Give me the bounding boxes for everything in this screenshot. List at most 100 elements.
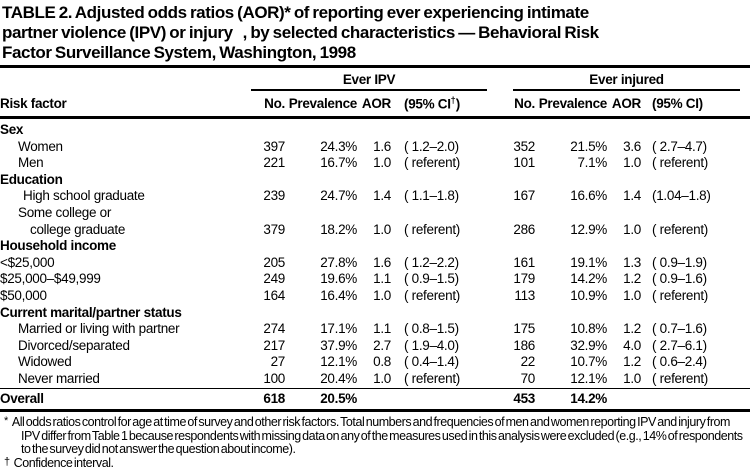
cell-inj-prevalence: 12.9%: [570, 221, 608, 237]
table-row-under-25000: <$25,000 205 27.8% 1.6 ( 1.2–2.2) 161 19…: [0, 255, 750, 272]
cell-ipv-prevalence: 16.7%: [320, 155, 357, 171]
table-row-widowed: Widowed 27 12.1% 0.8 ( 0.4–1.4) 22 10.7%…: [0, 354, 750, 371]
cell-inj-no: 167: [513, 188, 536, 204]
cell-ipv-no: 164: [263, 287, 285, 303]
cell-inj-no: 286: [513, 221, 536, 237]
cell-ipv-aor: 1.0: [373, 287, 391, 303]
footnote-text: Confidence interval.: [13, 455, 114, 470]
ci-label-close: ): [455, 96, 461, 112]
cell-inj-aor: [607, 387, 642, 412]
group-header-ever-ipv-cell: Ever IPV: [245, 71, 489, 91]
cell-inj-ci: ( referent): [652, 287, 708, 303]
section-row-household-income: Household income: [0, 238, 750, 255]
aor-table: Ever IPV Ever injured Risk factor No. Pr…: [0, 71, 750, 412]
table-row-25000-49999: $25,000–$49,999 249 19.6% 1.1 ( 0.9–1.5)…: [0, 271, 750, 288]
cell-inj-ci: (1.04–1.8): [652, 188, 711, 204]
table-title-line-1: TABLE 2. Adjusted odds ratios (AOR)* of …: [2, 3, 589, 22]
cell-ipv-no: 205: [263, 254, 285, 270]
section-label: Household income: [0, 238, 116, 254]
cell-inj-ci: ( 0.6–2.4): [652, 354, 707, 370]
cell-ipv-no: 100: [263, 370, 285, 386]
cell-ipv-prevalence: 18.2%: [320, 221, 357, 237]
cell-ipv-aor: 1.6: [373, 138, 391, 154]
cell-ipv-prevalence: 20.4%: [320, 370, 357, 386]
cell-ipv-aor: 1.1: [373, 271, 391, 287]
cell-inj-aor: 1.0: [623, 221, 642, 237]
cell-inj-no: 161: [513, 254, 536, 270]
column-header-ipv-prevalence: Prevalence: [285, 91, 357, 119]
cell-ipv-ci: ( referent): [404, 370, 460, 386]
column-header-ipv-no: No.: [245, 91, 285, 119]
table-row-women: Women 397 24.3% 1.6 ( 1.2–2.0) 352 21.5%…: [0, 139, 750, 156]
cell-ipv-no: 379: [263, 221, 285, 237]
cell-ipv-ci: ( referent): [404, 221, 460, 237]
column-header-ipv-aor: AOR: [357, 91, 391, 119]
footnotes: * All odds ratios control for age at time…: [0, 412, 750, 471]
cell-inj-no: 352: [513, 138, 536, 154]
cell-ipv-prevalence: 27.8%: [320, 254, 357, 270]
cell-inj-no: 101: [513, 155, 536, 171]
cell-ipv-ci: ( 0.9–1.5): [404, 271, 459, 287]
cell-ipv-no: 618: [245, 387, 285, 412]
cell-inj-ci: ( referent): [652, 370, 708, 386]
section-row-sex: Sex: [0, 118, 750, 139]
row-label: Widowed: [18, 354, 72, 370]
cell-inj-ci: ( 2.7–6.1): [652, 337, 707, 353]
row-label: Overall: [0, 387, 245, 412]
column-header-inj-aor: AOR: [607, 91, 641, 119]
row-label: Men: [18, 155, 44, 171]
cell-ipv-aor: [357, 387, 391, 412]
cell-ipv-aor: 2.7: [373, 337, 391, 353]
table-title: TABLE 2. Adjusted odds ratios (AOR)* of …: [0, 0, 750, 63]
cell-ipv-prevalence: 37.9%: [320, 337, 357, 353]
column-group-header-row: Ever IPV Ever injured: [0, 71, 750, 91]
cell-inj-no: 70: [520, 370, 536, 386]
footnote-dagger: † Confidence interval.: [2, 455, 748, 471]
group-header-ever-ipv: Ever IPV: [251, 72, 488, 91]
section-label: Education: [0, 171, 63, 187]
cell-inj-ci: ( 2.7–4.7): [652, 138, 707, 154]
cell-inj-prevalence: 10.9%: [570, 287, 608, 303]
column-header-inj-no: No.: [489, 91, 535, 119]
cell-inj-prevalence: 32.9%: [570, 337, 608, 353]
cell-ipv-ci: ( 1.2–2.0): [404, 138, 459, 154]
cell-ipv-ci: [391, 387, 490, 412]
cell-inj-prevalence: 7.1%: [577, 155, 608, 171]
cell-ipv-aor: 1.4: [373, 188, 391, 204]
cell-inj-prevalence: 14.2%: [570, 271, 608, 287]
group-header-ever-injured-cell: Ever injured: [489, 71, 750, 91]
cell-ipv-ci: ( 0.8–1.5): [404, 321, 459, 337]
cell-ipv-no: 221: [263, 155, 285, 171]
cell-inj-aor: 1.3: [623, 254, 642, 270]
cell-ipv-no: 397: [263, 138, 285, 154]
section-label: Sex: [0, 122, 24, 137]
column-header-ipv-ci: (95% CI†): [391, 91, 490, 119]
cell-inj-ci: ( 0.7–1.6): [652, 321, 707, 337]
cell-inj-prevalence: 21.5%: [570, 138, 608, 154]
cell-inj-prevalence: 16.6%: [570, 188, 608, 204]
row-label: Married or living with partner: [18, 321, 180, 337]
row-label: High school graduate: [23, 188, 145, 204]
cell-inj-aor: 1.2: [623, 321, 642, 337]
table-row-some-college-or: Some college or: [0, 205, 750, 222]
cell-ipv-aor: 1.0: [373, 155, 391, 171]
cell-ipv-prevalence: 24.7%: [320, 188, 357, 204]
title-divider-rule: [0, 65, 750, 68]
footnote-asterisk: * All odds ratios control for age at time…: [2, 415, 748, 456]
cell-ipv-ci: ( referent): [404, 287, 460, 303]
row-label: <$25,000: [0, 254, 55, 270]
cell-ipv-no: 217: [263, 337, 285, 353]
cell-inj-aor: 1.4: [623, 188, 642, 204]
section-label: Current marital/partner status: [0, 304, 182, 320]
cell-ipv-no: 27: [270, 354, 286, 370]
cell-ipv-ci: ( referent): [404, 155, 460, 171]
column-header-row: Risk factor No. Prevalence AOR (95% CI†)…: [0, 91, 750, 119]
cell-ipv-no: 274: [263, 321, 285, 337]
cell-inj-prevalence: 14.2%: [535, 387, 607, 412]
row-label: Women: [18, 138, 63, 154]
table-title-line-2: partner violence (IPV) or injury , by se…: [2, 23, 599, 42]
cell-ipv-no: 239: [263, 188, 285, 204]
table-row-divorced: Divorced/separated 217 37.9% 2.7 ( 1.9–4…: [0, 338, 750, 355]
cell-inj-no: 453: [489, 387, 535, 412]
cell-ipv-aor: 0.8: [373, 354, 391, 370]
